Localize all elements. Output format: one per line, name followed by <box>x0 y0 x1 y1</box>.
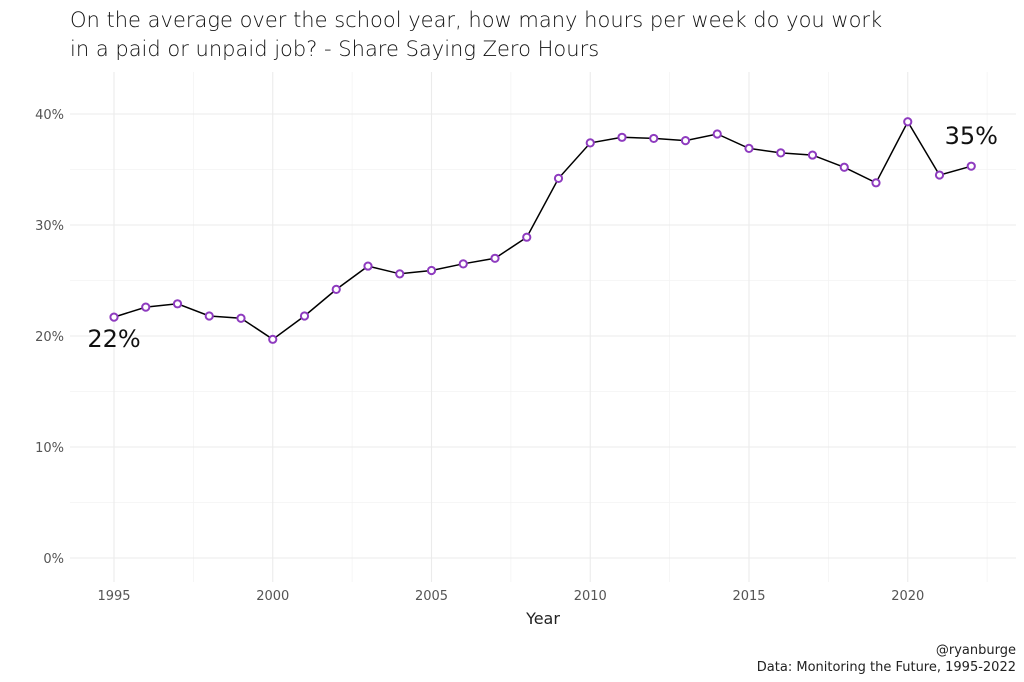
data-point <box>522 232 532 242</box>
data-point <box>236 313 246 323</box>
x-tick-label: 1995 <box>97 589 130 604</box>
caption: @ryanburge Data: Monitoring the Future, … <box>757 642 1016 676</box>
data-point <box>617 132 627 142</box>
chart-title-line-2: in a paid or unpaid job? - Share Saying … <box>70 37 600 61</box>
data-point <box>331 284 341 294</box>
data-point <box>871 178 881 188</box>
data-point <box>903 117 913 127</box>
data-point <box>426 265 437 276</box>
y-tick-label: 40% <box>35 108 64 123</box>
data-point <box>458 259 468 269</box>
end-labels: 22% 35% <box>87 122 998 353</box>
y-tick-label: 10% <box>35 441 64 456</box>
data-point <box>839 162 849 172</box>
data-point <box>204 311 214 321</box>
data-point <box>966 161 976 171</box>
data-point <box>712 129 722 139</box>
end-label: 35% <box>945 122 998 150</box>
data-point <box>680 136 691 146</box>
minor-gridlines <box>70 72 1016 582</box>
data-point <box>141 302 151 312</box>
data-point <box>553 173 564 183</box>
y-axis-tick-labels: 0% 10% 20% 30% 40% <box>35 108 64 567</box>
data-point <box>807 150 818 160</box>
data-point <box>172 299 183 309</box>
x-tick-label: 2015 <box>732 589 765 604</box>
x-tick-label: 2000 <box>256 589 289 604</box>
y-tick-label: 30% <box>35 219 64 234</box>
chart-title: On the average over the school year, how… <box>70 6 970 64</box>
series-line <box>113 120 972 341</box>
x-tick-label: 2020 <box>891 589 924 604</box>
x-axis-title: Year <box>525 609 560 628</box>
x-tick-label: 2005 <box>415 589 448 604</box>
y-tick-label: 0% <box>43 552 64 567</box>
data-point <box>744 143 754 154</box>
data-points <box>109 117 976 344</box>
x-tick-label: 2010 <box>574 589 607 604</box>
data-point <box>490 253 500 263</box>
data-point <box>585 138 595 148</box>
data-point <box>109 312 119 322</box>
major-gridlines <box>70 72 1016 582</box>
caption-handle: @ryanburge <box>935 643 1016 658</box>
x-axis-tick-labels: 1995 2000 2005 2010 2015 2020 <box>97 589 924 604</box>
caption-source: Data: Monitoring the Future, 1995-2022 <box>756 660 1016 675</box>
data-point <box>934 170 945 180</box>
chart-title-line-1: On the average over the school year, how… <box>70 8 883 32</box>
data-point <box>395 269 405 279</box>
data-point <box>299 311 310 321</box>
data-point <box>649 133 659 144</box>
data-point <box>776 148 786 158</box>
y-tick-label: 20% <box>35 330 64 345</box>
data-point <box>268 334 278 344</box>
data-point <box>363 261 373 271</box>
end-label: 22% <box>87 325 140 353</box>
